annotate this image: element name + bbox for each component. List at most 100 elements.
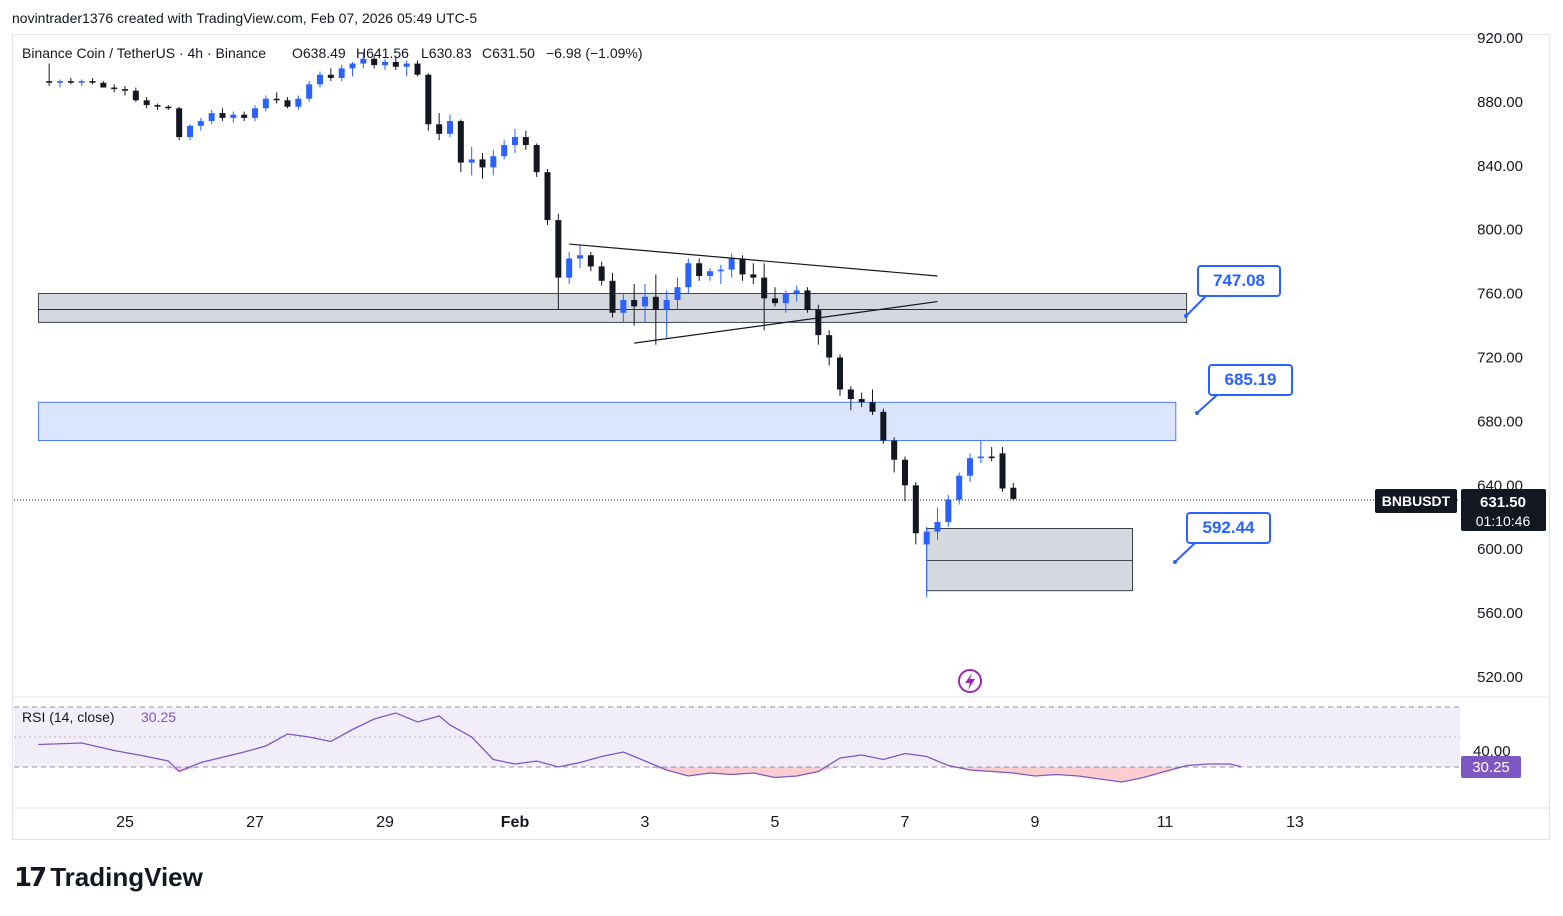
trendline-1[interactable] (569, 243, 938, 277)
time-tick-label: 13 (1286, 814, 1304, 831)
candle-1 (57, 79, 63, 88)
candle-21 (273, 92, 280, 104)
rsi-oversold-fill (179, 767, 201, 772)
candle-42 (501, 140, 508, 160)
candle-76 (869, 389, 876, 416)
candle-2 (67, 77, 74, 85)
candle-27 (338, 65, 345, 82)
rsi-title[interactable]: RSI (14, close) (22, 709, 115, 725)
candle-75 (858, 392, 865, 408)
candle-38 (457, 119, 464, 173)
legend-high: H641.56 (356, 45, 409, 61)
candle-6 (111, 84, 118, 93)
candle-24 (306, 81, 313, 102)
rsi-badge-text: 30.25 (1472, 759, 1510, 776)
candle-55 (642, 284, 648, 323)
zone-3[interactable] (926, 528, 1133, 592)
time-tick-label: 25 (116, 814, 134, 831)
price-callout-2[interactable]: 685.19 (1195, 364, 1293, 415)
zone-2[interactable] (37, 401, 1177, 441)
price-tick-label: 920.00 (1477, 30, 1523, 47)
candle-54 (631, 284, 638, 326)
candle-47 (555, 213, 562, 310)
price-tick-label: 680.00 (1477, 413, 1523, 430)
legend-symbol: Binance Coin / TetherUS · 4h · Binance (22, 45, 266, 61)
chart-frame (12, 34, 1550, 840)
candle-26 (327, 68, 334, 82)
candle-5 (100, 81, 107, 88)
time-tick-label: 11 (1157, 814, 1174, 831)
symbol-legend: Binance Coin / TetherUS · 4h · Binance O… (22, 45, 643, 61)
candle-10 (154, 103, 161, 110)
candle-80 (912, 482, 919, 545)
candle-40 (479, 153, 486, 179)
candle-85 (967, 453, 973, 483)
candle-71 (815, 304, 822, 345)
candle-87 (988, 446, 995, 462)
legend-close: C631.50 (482, 45, 535, 61)
rsi-oversold-fill (666, 767, 689, 776)
tv-logo-icon: 17 (14, 862, 47, 893)
rsi-axis-label: 40.00 (1473, 743, 1511, 760)
candle-30 (371, 55, 378, 69)
candle-31 (382, 58, 388, 70)
flash-icon[interactable] (958, 669, 982, 693)
candle-70 (804, 287, 811, 313)
time-tick-label: 29 (376, 814, 394, 831)
rsi-oversold-fill (753, 767, 775, 778)
candle-78 (891, 437, 898, 473)
ticker-label: BNBUSDT (1382, 493, 1451, 509)
rsi-oversold-fill (948, 767, 970, 770)
ticker-badge[interactable]: BNBUSDT (1375, 489, 1457, 513)
candle-51 (598, 261, 605, 286)
tv-logo-text: TradingView (50, 862, 203, 892)
candle-52 (609, 272, 616, 318)
candle-62 (717, 264, 724, 285)
candle-56 (652, 274, 659, 345)
candle-65 (750, 263, 757, 285)
rsi-oversold-fill (1078, 767, 1100, 779)
zones-layer (37, 293, 1188, 592)
price-tick-label: 520.00 (1477, 669, 1523, 686)
publisher-caption: novintrader1376 created with TradingView… (12, 10, 478, 26)
candle-48 (566, 252, 573, 285)
candle-89 (1010, 482, 1017, 500)
candle-37 (447, 114, 453, 138)
price-callout-1[interactable]: 747.08 (1184, 265, 1281, 318)
candle-14 (197, 117, 204, 131)
candle-60 (696, 258, 703, 281)
price-tick-label: 720.00 (1477, 350, 1523, 367)
candle-15 (208, 109, 215, 125)
candle-33 (403, 60, 410, 77)
candle-9 (143, 97, 150, 109)
candle-34 (414, 60, 421, 77)
candle-0 (46, 63, 53, 86)
rsi-oversold-fill (796, 767, 819, 776)
candles-layer (46, 53, 1017, 598)
price-callout-1-text: 747.08 (1213, 271, 1265, 290)
tradingview-logo[interactable]: 17 TradingView (14, 862, 203, 893)
candle-84 (956, 472, 963, 505)
price-tick-label: 600.00 (1477, 541, 1523, 558)
price-tick-label: 800.00 (1477, 222, 1523, 239)
price-callout-3[interactable]: 592.44 (1173, 512, 1271, 564)
time-tick-label: 9 (1031, 814, 1040, 831)
candle-41 (490, 149, 497, 176)
trendline-2[interactable] (634, 300, 938, 344)
price-tick-label: 840.00 (1477, 158, 1523, 175)
candle-82 (934, 507, 941, 540)
candle-20 (262, 95, 269, 112)
candle-66 (761, 263, 768, 331)
candle-44 (522, 130, 529, 150)
candle-4 (89, 77, 96, 85)
candle-36 (436, 113, 443, 141)
candle-39 (468, 146, 475, 176)
candle-29 (360, 53, 367, 69)
legend-change: −6.98 (−1.09%) (546, 45, 643, 61)
rsi-oversold-fill (1100, 767, 1122, 782)
legend-low: L630.83 (421, 45, 472, 61)
time-tick-label: 3 (641, 814, 650, 831)
callouts-layer: 747.08 685.19 592.44 (1173, 265, 1293, 564)
candle-45 (533, 143, 540, 177)
